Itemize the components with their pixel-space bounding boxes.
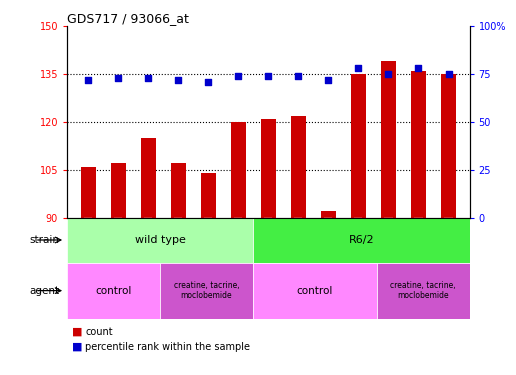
- Bar: [67, 217, 253, 262]
- Text: GSM13364: GSM13364: [385, 219, 392, 257]
- Point: [444, 71, 453, 77]
- Text: creatine, tacrine,
moclobemide: creatine, tacrine, moclobemide: [173, 281, 239, 300]
- Text: GSM13357: GSM13357: [175, 219, 181, 257]
- Point: [294, 73, 302, 79]
- Text: GSM13300: GSM13300: [85, 219, 91, 257]
- Text: GSM13355: GSM13355: [115, 219, 121, 257]
- Text: wild type: wild type: [135, 235, 185, 245]
- Bar: [381, 61, 396, 217]
- Text: control: control: [297, 286, 333, 296]
- Point: [324, 77, 332, 83]
- Point: [204, 79, 213, 85]
- Bar: [411, 71, 426, 217]
- Text: count: count: [85, 327, 113, 337]
- Text: percentile rank within the sample: percentile rank within the sample: [85, 342, 250, 352]
- Point: [414, 65, 423, 71]
- Text: R6/2: R6/2: [348, 235, 374, 245]
- Text: GSM13365: GSM13365: [415, 219, 422, 257]
- Bar: [351, 74, 366, 217]
- Point: [84, 77, 92, 83]
- Bar: [377, 262, 470, 319]
- Bar: [261, 118, 276, 218]
- Bar: [441, 74, 456, 217]
- Bar: [80, 166, 95, 218]
- Text: GSM13366: GSM13366: [445, 219, 452, 257]
- Bar: [201, 173, 216, 217]
- Text: creatine, tacrine,
moclobemide: creatine, tacrine, moclobemide: [390, 281, 456, 300]
- Text: ■: ■: [72, 327, 83, 337]
- Bar: [231, 122, 246, 218]
- Point: [354, 65, 363, 71]
- Bar: [67, 262, 160, 319]
- Text: strain: strain: [29, 235, 59, 245]
- Point: [234, 73, 243, 79]
- Bar: [171, 164, 186, 218]
- Point: [114, 75, 122, 81]
- Bar: [321, 211, 336, 217]
- Text: GSM13360: GSM13360: [265, 219, 271, 257]
- Point: [174, 77, 182, 83]
- Bar: [160, 262, 253, 319]
- Bar: [141, 138, 156, 218]
- Text: GDS717 / 93066_at: GDS717 / 93066_at: [67, 12, 189, 25]
- Text: GSM13358: GSM13358: [205, 219, 211, 257]
- Text: GSM13361: GSM13361: [295, 219, 301, 257]
- Bar: [110, 164, 126, 218]
- Bar: [291, 116, 306, 218]
- Text: GSM13359: GSM13359: [235, 219, 241, 257]
- Text: GSM13356: GSM13356: [145, 219, 151, 257]
- Bar: [253, 217, 470, 262]
- Bar: [253, 262, 377, 319]
- Text: GSM13363: GSM13363: [356, 219, 361, 257]
- Text: control: control: [95, 286, 132, 296]
- Text: GSM13362: GSM13362: [326, 219, 331, 257]
- Point: [144, 75, 152, 81]
- Point: [264, 73, 272, 79]
- Text: agent: agent: [29, 286, 59, 296]
- Point: [384, 71, 393, 77]
- Text: ■: ■: [72, 342, 83, 352]
